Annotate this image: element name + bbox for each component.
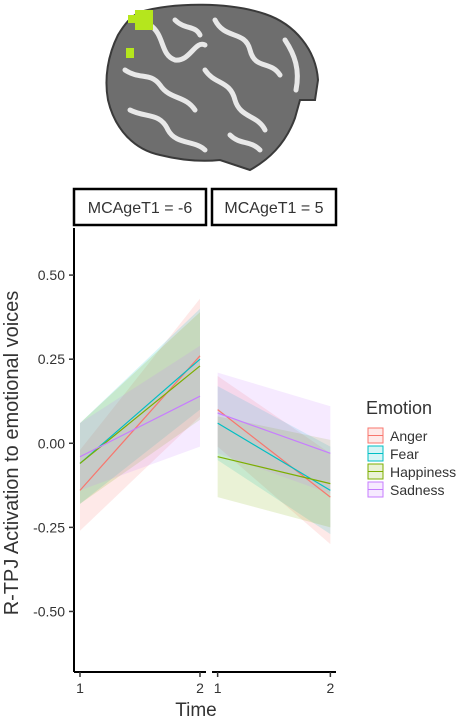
legend-label: Sadness — [390, 482, 444, 498]
series-line-happiness — [217, 456, 331, 485]
x-tick-label: 2 — [326, 680, 334, 696]
ci-ribbon-fear — [80, 308, 200, 504]
x-tick-label: 1 — [214, 680, 222, 696]
series-line-anger — [217, 409, 331, 498]
x-axis-title: Time — [175, 700, 217, 721]
series-line-anger — [79, 355, 201, 491]
y-tick-label: 0.00 — [38, 435, 65, 451]
y-tick-label: 0.50 — [38, 267, 65, 283]
legend-title: Emotion — [366, 398, 432, 418]
ci-ribbon-anger — [217, 376, 331, 545]
facet-strip — [210, 187, 338, 227]
y-tick-label: 0.25 — [38, 351, 65, 367]
facet-strip — [72, 187, 208, 227]
series-line-sadness — [79, 395, 201, 458]
y-axis-title: R-TPJ Activation to emotional voices — [1, 291, 23, 616]
x-tick-label: 2 — [196, 680, 204, 696]
facet-strip-label: MCAgeT1 = -6 — [88, 200, 193, 217]
y-tick-label: -0.25 — [33, 519, 65, 535]
brain-sagittal-icon — [105, 3, 320, 172]
legend: Emotion Anger Fear Happiness Sadness — [366, 398, 456, 498]
y-tick-label: -0.50 — [33, 603, 65, 619]
legend-label: Fear — [390, 446, 419, 462]
x-tick-label: 1 — [76, 680, 84, 696]
facet-strip-label: MCAgeT1 = 5 — [224, 200, 323, 217]
series-line-sadness — [217, 412, 331, 454]
ci-ribbon-happiness — [217, 416, 331, 528]
ci-ribbon-sadness — [80, 345, 200, 491]
legend-label: Anger — [390, 428, 428, 444]
legend-label: Happiness — [390, 464, 456, 480]
